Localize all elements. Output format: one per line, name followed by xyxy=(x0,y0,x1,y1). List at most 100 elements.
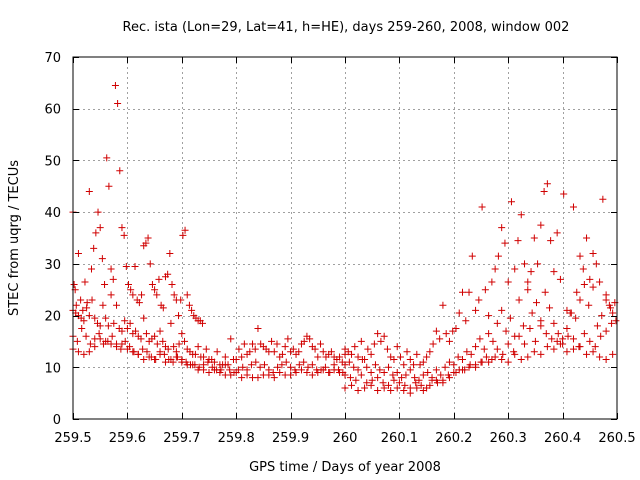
data-point xyxy=(221,353,229,361)
data-point xyxy=(85,187,93,195)
data-point xyxy=(387,387,395,395)
y-tick-label: 50 xyxy=(44,154,61,169)
x-tick-label: 259.8 xyxy=(218,431,255,446)
data-point xyxy=(167,319,175,327)
data-point xyxy=(72,301,80,309)
data-point xyxy=(139,345,147,353)
data-point xyxy=(478,358,486,366)
data-point xyxy=(274,363,282,371)
data-point xyxy=(563,325,571,332)
data-point xyxy=(390,356,398,364)
data-point xyxy=(452,368,460,376)
data-point xyxy=(252,358,260,366)
data-point xyxy=(586,275,594,283)
data-point xyxy=(232,368,240,376)
data-point xyxy=(379,379,387,387)
data-point xyxy=(122,262,130,270)
data-point xyxy=(284,335,292,343)
data-point xyxy=(419,358,427,366)
data-point xyxy=(260,361,268,369)
data-point xyxy=(511,350,519,358)
data-point xyxy=(527,268,535,276)
data-point xyxy=(515,296,523,304)
data-point xyxy=(385,381,393,389)
data-point xyxy=(531,337,539,345)
data-point xyxy=(74,348,82,356)
data-point xyxy=(110,319,118,327)
data-point xyxy=(183,291,191,299)
data-point xyxy=(91,343,99,351)
data-point xyxy=(412,379,420,387)
data-point xyxy=(327,348,335,356)
data-point xyxy=(352,376,360,384)
data-point xyxy=(543,180,551,188)
data-point xyxy=(282,358,290,366)
data-point xyxy=(450,361,458,369)
data-point xyxy=(445,374,453,382)
data-point xyxy=(345,358,353,366)
data-point xyxy=(239,363,247,371)
data-point xyxy=(550,268,558,276)
x-tick-label: 260.3 xyxy=(490,431,527,446)
data-point xyxy=(602,356,610,364)
data-point xyxy=(485,312,493,320)
data-point xyxy=(591,343,599,351)
data-point xyxy=(553,229,561,237)
data-point xyxy=(164,345,172,353)
data-point xyxy=(131,262,139,270)
y-tick-label: 0 xyxy=(53,413,61,428)
data-point xyxy=(599,195,607,203)
data-point xyxy=(269,368,277,376)
data-point xyxy=(524,353,532,361)
data-point xyxy=(249,340,257,348)
data-point xyxy=(426,381,434,389)
data-point xyxy=(514,237,522,245)
data-point xyxy=(166,250,174,258)
data-point xyxy=(569,345,577,353)
data-point xyxy=(609,350,617,358)
data-point xyxy=(116,167,124,175)
data-point xyxy=(238,374,246,382)
data-point xyxy=(177,296,185,304)
data-point xyxy=(118,224,126,232)
data-point xyxy=(103,154,111,162)
data-point xyxy=(156,350,164,358)
data-point xyxy=(368,376,376,384)
data-point xyxy=(127,286,135,294)
data-point xyxy=(499,350,507,358)
data-point xyxy=(576,296,584,304)
x-tick-label: 259.5 xyxy=(54,431,91,446)
data-point xyxy=(287,371,295,379)
data-point xyxy=(346,374,354,382)
data-point xyxy=(354,387,362,395)
data-point xyxy=(361,384,369,392)
data-point xyxy=(374,387,382,395)
data-point xyxy=(593,322,601,330)
data-point xyxy=(146,260,154,268)
data-point xyxy=(426,348,434,356)
data-point xyxy=(579,265,587,273)
data-point xyxy=(148,281,156,289)
data-point xyxy=(278,350,286,358)
data-point xyxy=(504,278,512,286)
data-point xyxy=(167,356,175,364)
data-point xyxy=(287,363,295,371)
data-point xyxy=(506,314,514,322)
data-point xyxy=(170,343,178,351)
data-point xyxy=(478,203,486,211)
data-points xyxy=(69,81,620,397)
data-point xyxy=(138,291,146,299)
data-point xyxy=(550,345,558,353)
data-point xyxy=(350,363,358,371)
data-point xyxy=(278,361,286,369)
data-point xyxy=(254,374,262,382)
data-point xyxy=(432,327,440,335)
y-tick-label: 30 xyxy=(44,258,61,273)
data-point xyxy=(232,356,240,364)
data-point xyxy=(144,234,152,242)
data-point xyxy=(200,366,208,374)
data-point xyxy=(455,309,463,317)
data-point xyxy=(319,348,327,356)
data-point xyxy=(467,350,475,358)
data-point xyxy=(295,361,303,369)
